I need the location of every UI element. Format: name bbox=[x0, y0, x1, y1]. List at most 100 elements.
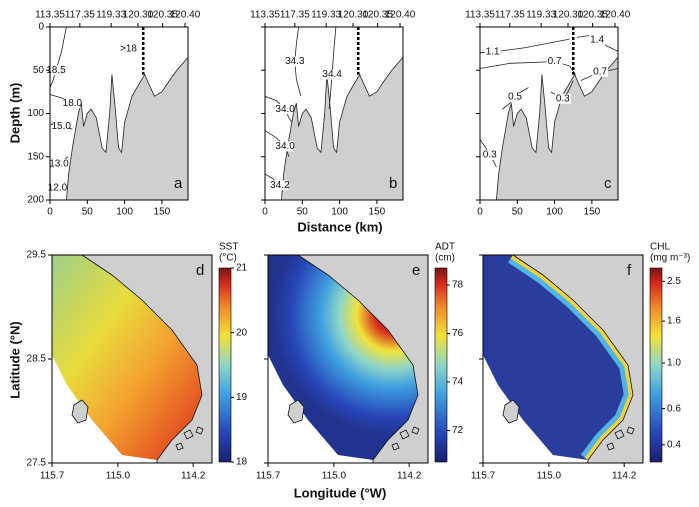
contour-label: 1.4 bbox=[590, 35, 604, 46]
panel-letter: e bbox=[412, 262, 420, 279]
y-tick-label: 50 bbox=[33, 65, 45, 76]
colorbar-tick-label: 19 bbox=[236, 392, 248, 403]
x-tick-label: 115.7 bbox=[256, 471, 281, 482]
seabed-line bbox=[265, 57, 404, 201]
colorbar-title: ADT bbox=[435, 242, 455, 253]
top-tick-label: 120.30 bbox=[123, 10, 154, 21]
top-tick-label: 120.35 bbox=[362, 10, 393, 21]
contour-label: 18.5 bbox=[46, 65, 66, 76]
x-tick-label: 115.0 bbox=[537, 471, 562, 482]
contour-label-bg bbox=[286, 56, 303, 67]
contour-label-bg bbox=[481, 150, 498, 161]
colorbar-tick-label: 18 bbox=[236, 457, 248, 468]
contour-label: 34.3 bbox=[285, 56, 305, 67]
colorbar-tick-label: 0.4 bbox=[667, 439, 681, 450]
contour-label: 13.0 bbox=[49, 158, 69, 169]
contour-label: 0.7 bbox=[548, 56, 562, 67]
x-tick-label: 115.0 bbox=[322, 471, 347, 482]
contour-label: 0.7 bbox=[593, 67, 607, 78]
top-tick-label: 113.35 bbox=[465, 10, 495, 21]
top-tick-label: 119.33 bbox=[311, 10, 341, 21]
x-tick-label: 115.7 bbox=[471, 471, 496, 482]
islands bbox=[391, 426, 420, 451]
island bbox=[71, 399, 89, 424]
y-tick-label: 100 bbox=[27, 108, 44, 119]
colorbar-tick-label: 72 bbox=[452, 425, 464, 436]
island bbox=[287, 399, 305, 424]
panel-letter: f bbox=[627, 262, 632, 279]
y-tick-label: 200 bbox=[27, 195, 44, 206]
field bbox=[52, 255, 202, 460]
x-axis-label: Longitude (°W) bbox=[294, 485, 387, 500]
top-tick-label: 120.30 bbox=[338, 10, 369, 21]
contour-label: 34.0 bbox=[275, 141, 295, 152]
contour-label-bg bbox=[324, 69, 341, 80]
colorbar-title: CHL bbox=[650, 242, 670, 253]
y-axis-label: Depth (m) bbox=[7, 83, 22, 144]
islands bbox=[606, 426, 635, 451]
colorbar bbox=[434, 267, 448, 463]
top-tick-label: 120.40 bbox=[600, 10, 631, 21]
seabed-fill bbox=[265, 57, 403, 201]
seabed-fill bbox=[50, 57, 188, 201]
top-tick-label: 119.33 bbox=[526, 10, 556, 21]
contour-label-bg bbox=[49, 182, 66, 193]
x-tick-label: 114.2 bbox=[397, 471, 422, 482]
x-tick-label: 0 bbox=[47, 207, 53, 218]
top-tick-label: 117.35 bbox=[65, 10, 95, 21]
top-tick-label: 119.33 bbox=[96, 10, 126, 21]
colorbar bbox=[218, 267, 232, 463]
island bbox=[502, 399, 520, 424]
colorbar-tick-label: 1.6 bbox=[667, 316, 681, 327]
contour-label: 15.0 bbox=[51, 121, 71, 132]
y-tick-label: 150 bbox=[27, 151, 44, 162]
colorbar bbox=[649, 267, 663, 463]
contour-line bbox=[49, 26, 67, 88]
top-tick-label: 120.40 bbox=[385, 10, 416, 21]
colorbar-unit: (mg m⁻³) bbox=[650, 253, 690, 264]
colorbar-tick-label: 78 bbox=[452, 280, 464, 291]
contour-label: 0.5 bbox=[508, 92, 522, 103]
x-tick-label: 100 bbox=[546, 207, 563, 218]
contour-label-bg bbox=[277, 104, 294, 115]
contour-label-bg bbox=[484, 47, 501, 58]
top-tick-label: 113.35 bbox=[35, 10, 65, 21]
x-tick-label: 150 bbox=[369, 207, 386, 218]
contour-label: 12.0 bbox=[48, 183, 68, 194]
contour-label-bg bbox=[589, 34, 606, 45]
top-tick-label: 120.35 bbox=[577, 10, 608, 21]
seabed-line bbox=[50, 57, 189, 201]
contour-label-bg bbox=[277, 141, 294, 152]
x-tick-label: 0 bbox=[262, 207, 268, 218]
contour-label: 34.2 bbox=[270, 180, 290, 191]
x-tick-label: 100 bbox=[116, 207, 133, 218]
colorbar-tick-label: 20 bbox=[236, 327, 248, 338]
contour-label-bg bbox=[53, 121, 70, 132]
contour-label-bg bbox=[50, 158, 67, 169]
contour-label-bg bbox=[271, 180, 288, 191]
x-tick-label: 114.2 bbox=[612, 471, 637, 482]
contour-label: 18.0 bbox=[63, 98, 83, 109]
y-axis-label: Latitude (°N) bbox=[7, 321, 22, 398]
panel-letter: b bbox=[389, 175, 397, 192]
seabed-line bbox=[480, 57, 619, 201]
colorbar-tick-label: 1.0 bbox=[667, 358, 681, 369]
x-tick-label: 114.2 bbox=[181, 471, 206, 482]
top-tick-label: 113.35 bbox=[250, 10, 280, 21]
contour-line bbox=[328, 26, 337, 110]
y-tick-label: 0 bbox=[38, 22, 44, 33]
contour-label-bg bbox=[64, 98, 81, 109]
contour-label-bg bbox=[507, 92, 524, 103]
colorbar-unit: (cm) bbox=[435, 253, 455, 264]
x-tick-label: 150 bbox=[154, 207, 171, 218]
map bbox=[483, 254, 644, 464]
y-tick-label: 29.5 bbox=[27, 250, 47, 261]
colorbar-tick-label: 74 bbox=[452, 377, 464, 388]
islands bbox=[175, 426, 204, 451]
y-tick-label: 28.5 bbox=[27, 354, 47, 365]
top-tick-label: 117.35 bbox=[280, 10, 310, 21]
x-tick-label: 50 bbox=[512, 207, 524, 218]
x-tick-label: 150 bbox=[584, 207, 601, 218]
x-tick-label: 0 bbox=[477, 207, 483, 218]
